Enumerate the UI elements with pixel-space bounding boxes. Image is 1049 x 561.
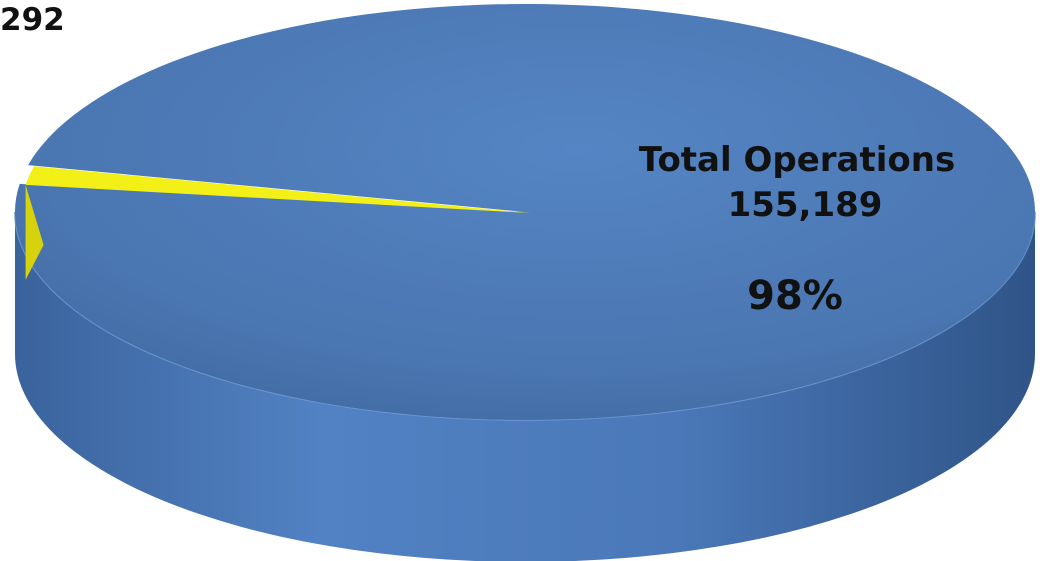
pie-group bbox=[14, 4, 1036, 561]
pie-slice-main bbox=[14, 4, 1035, 421]
pie-side-wall bbox=[15, 212, 1035, 561]
slice-value-label-secondary: 292 bbox=[0, 2, 65, 38]
slice-value-label-main: 155,189 bbox=[728, 185, 883, 225]
pie-slice-secondary-edge bbox=[25, 184, 44, 280]
slice-percent-label-main: 98% bbox=[747, 273, 843, 319]
slice-label-main: Total Operations bbox=[639, 140, 955, 180]
pie-slice-secondary bbox=[25, 166, 531, 214]
